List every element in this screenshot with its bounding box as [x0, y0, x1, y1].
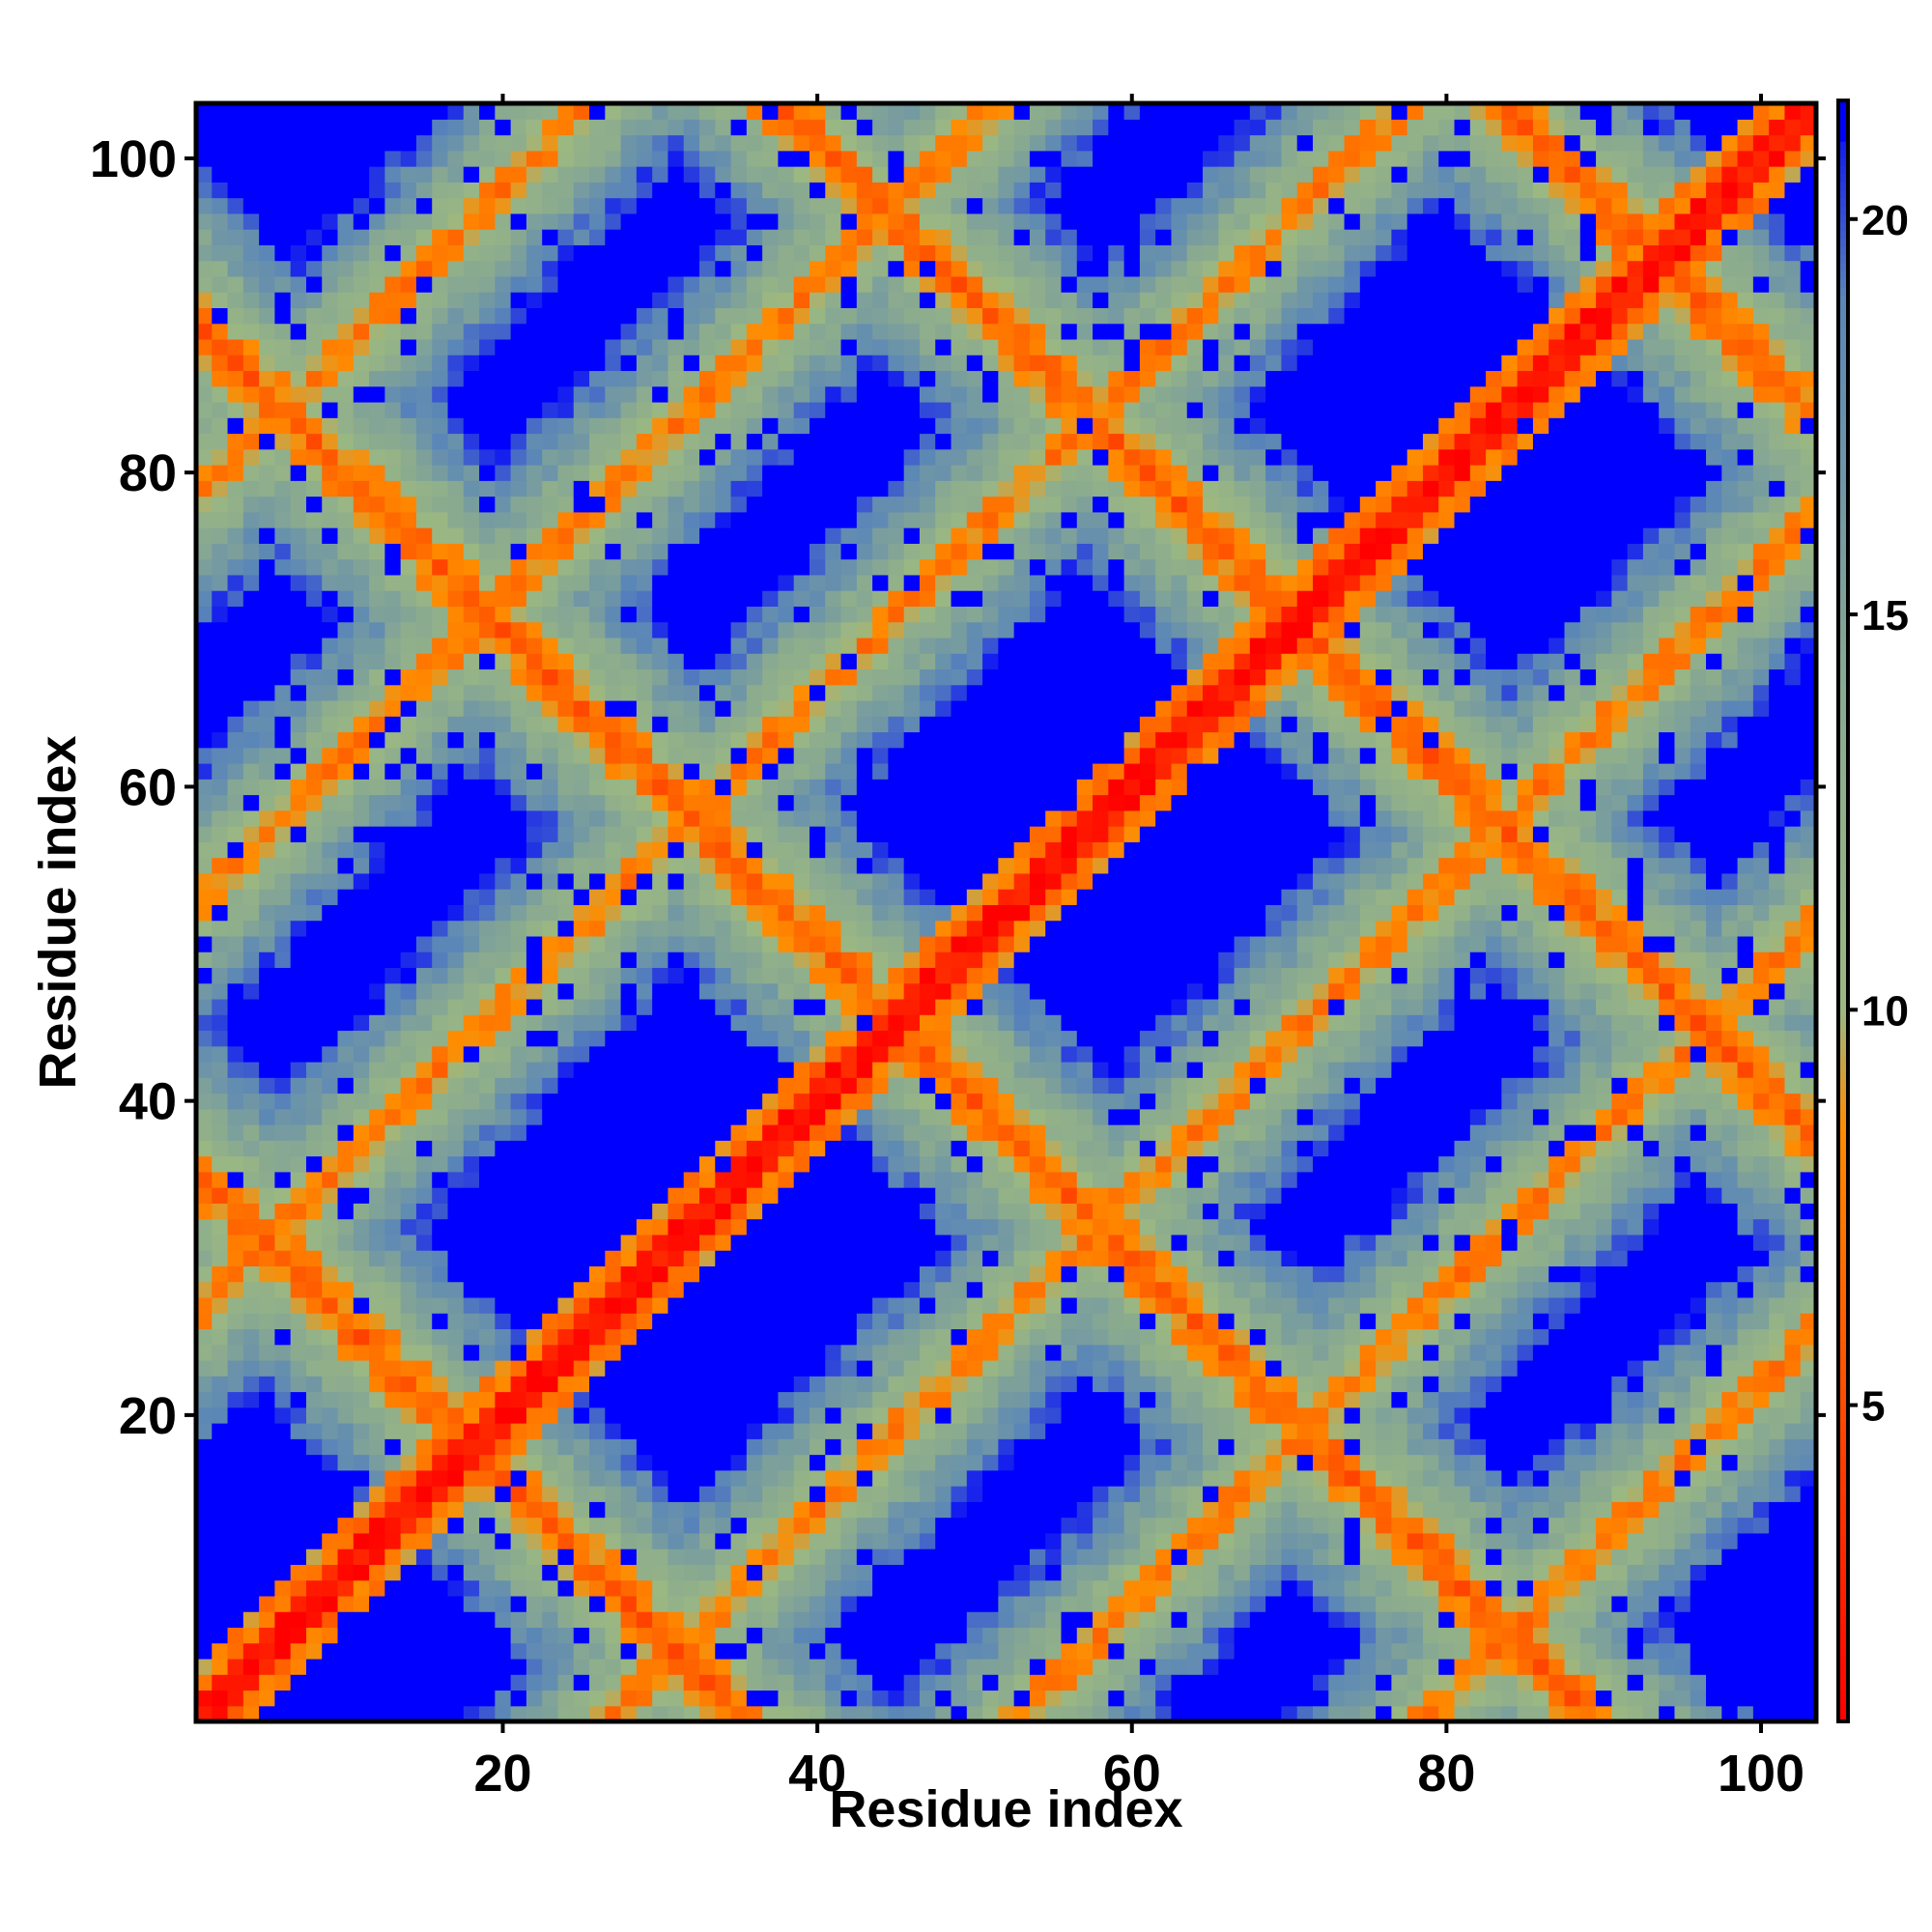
- y-tick-label: 80: [119, 444, 177, 502]
- heatmap-cells: [196, 103, 1817, 1722]
- x-axis-label: Residue index: [829, 1780, 1182, 1838]
- y-axis-label: Residue index: [29, 735, 87, 1089]
- colorbar-tick-label: 20: [1861, 197, 1909, 244]
- x-tick-label: 80: [1417, 1745, 1475, 1803]
- colorbar-tick-label: 10: [1861, 987, 1909, 1035]
- y-tick-label: 60: [119, 758, 177, 816]
- x-tick-label: 100: [1718, 1745, 1804, 1803]
- x-tick-label: 20: [473, 1745, 531, 1803]
- colorbar-tick-label: 15: [1861, 592, 1909, 639]
- y-tick-label: 20: [119, 1387, 177, 1445]
- plot-frame: [193, 100, 1819, 1724]
- x-axis-ticks: 20 40 60 80 100: [473, 94, 1804, 1803]
- colorbar: 5 10 15 20: [1836, 99, 1909, 1723]
- colorbar-tick-label: 5: [1861, 1383, 1885, 1431]
- y-tick-label: 40: [119, 1073, 177, 1131]
- y-axis-ticks: 20 40 60 80 100: [90, 130, 1826, 1445]
- colorbar-frame: [1836, 99, 1850, 1723]
- x-tick-label: 60: [1103, 1745, 1161, 1803]
- x-tick-label: 40: [788, 1745, 846, 1803]
- y-tick-label: 100: [90, 130, 177, 188]
